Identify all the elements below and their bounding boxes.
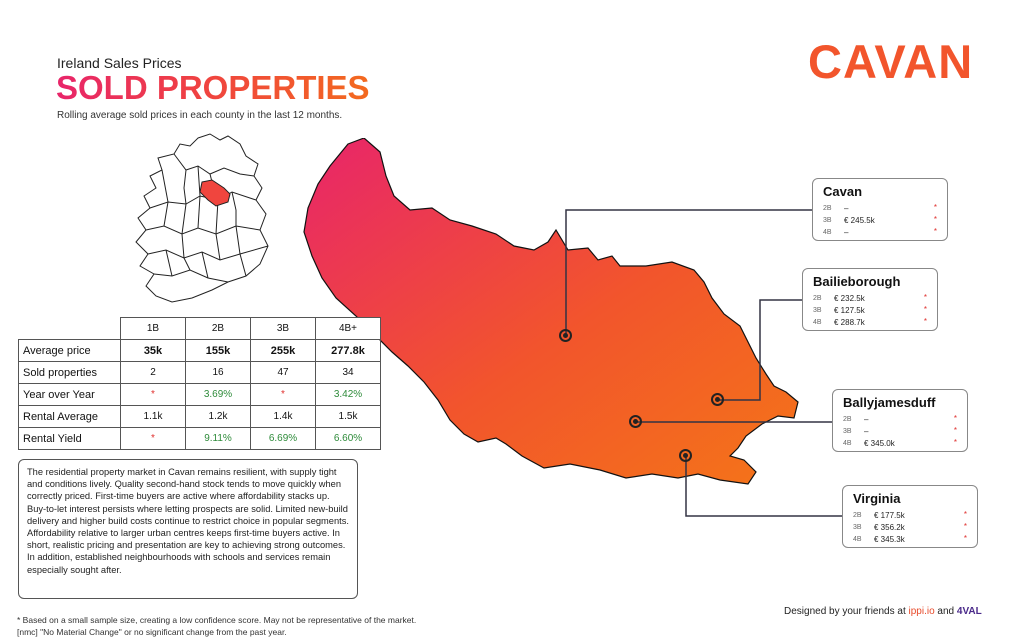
cell: 1.1k [120,405,186,428]
cell: 35k [120,339,186,362]
town-price-row: 3B € 356.2k * [853,522,967,532]
row-label: Average price [18,339,121,362]
town-price-row: 4B € 345.0k * [843,438,957,448]
4val-logo[interactable]: 4VAL [956,606,982,617]
town-card-bailieborough[interactable]: Bailieborough 2B € 232.5k * 3B € 127.5k * 4B… [802,268,938,331]
column-header: 1B [120,317,186,340]
table-row: Rental Yield * 9.11% 6.69% 6.60% [18,427,381,450]
row-label: Rental Yield [18,427,121,450]
table-row: Average price 35k 155k 255k 277.8k [18,339,381,362]
cell: * [120,427,186,450]
column-header: 2B [185,317,251,340]
town-price-row: 2B – * [843,414,957,424]
cell: * [120,383,186,406]
table-row: Rental Average 1.1k 1.2k 1.4k 1.5k [18,405,381,428]
location-marker-icon[interactable] [629,415,642,428]
stats-table: 1B 2B 3B 4B+ Average price 35k 155k 255k… [18,317,381,450]
town-card-virginia[interactable]: Virginia 2B € 177.5k * 3B € 356.2k * 4B € 345… [842,485,978,548]
town-price-row: 4B – * [823,227,937,237]
cell: 6.69% [250,427,316,450]
location-marker-icon[interactable] [559,329,572,342]
location-marker-icon[interactable] [711,393,724,406]
cell: 1.2k [185,405,251,428]
cell: 255k [250,339,316,362]
page-title: SOLD PROPERTIES [56,69,370,106]
cell: 6.60% [315,427,381,450]
credit-prefix: Designed by your friends at [784,606,909,617]
cell: 34 [315,361,381,384]
header-overline: Ireland Sales Prices [57,55,182,71]
header-caption: Rolling average sold prices in each coun… [57,110,343,121]
cell: 9.11% [185,427,251,450]
table-header-row: 1B 2B 3B 4B+ [18,317,381,340]
town-price-row: 3B € 127.5k * [813,305,927,315]
cell: 1.5k [315,405,381,428]
town-price-row: 4B € 345.3k * [853,534,967,544]
credit-middle: and [934,606,957,617]
cell: 47 [250,361,316,384]
row-label: Rental Average [18,405,121,428]
town-price-row: 2B € 177.5k * [853,510,967,520]
cell: 155k [185,339,251,362]
cell: 16 [185,361,251,384]
town-name: Virginia [853,491,901,506]
ireland-locator-map [135,133,269,303]
footnote-nmc: [nmc] "No Material Change" or no signifi… [17,627,287,637]
town-price-row: 2B € 232.5k * [813,293,927,303]
town-price-row: 3B – * [843,426,957,436]
ippi-link[interactable]: ippi.io [908,606,935,617]
row-label: Year over Year [18,383,121,406]
location-marker-icon[interactable] [679,449,692,462]
row-label: Sold properties [18,361,121,384]
cell: 1.4k [250,405,316,428]
town-name: Ballyjamesduff [843,395,936,410]
town-price-row: 4B € 288.7k * [813,317,927,327]
cavan-highlight [199,179,231,207]
town-name: Bailieborough [813,274,901,289]
table-row: Year over Year * 3.69% * 3.42% [18,383,381,406]
market-description: The residential property market in Cavan… [18,459,358,599]
town-card-cavan[interactable]: Cavan 2B – * 3B € 245.5k * 4B – * [812,178,948,241]
town-price-row: 3B € 245.5k * [823,215,937,225]
county-map [303,138,799,485]
cell: 2 [120,361,186,384]
footnote-low-confidence: * Based on a small sample size, creating… [17,615,417,625]
column-header: 3B [250,317,316,340]
county-title: CAVAN [808,35,974,88]
cell: * [250,383,316,406]
town-name: Cavan [823,184,863,199]
credit-line: Designed by your friends at ippi.io and … [784,606,982,617]
cell: 277.8k [315,339,381,362]
town-price-row: 2B – * [823,203,937,213]
cell: 3.42% [315,383,381,406]
table-row: Sold properties 2 16 47 34 [18,361,381,384]
cell: 3.69% [185,383,251,406]
town-card-ballyjamesduff[interactable]: Ballyjamesduff 2B – * 3B – * 4B € 345.0k * [832,389,968,452]
column-header: 4B+ [315,317,381,340]
